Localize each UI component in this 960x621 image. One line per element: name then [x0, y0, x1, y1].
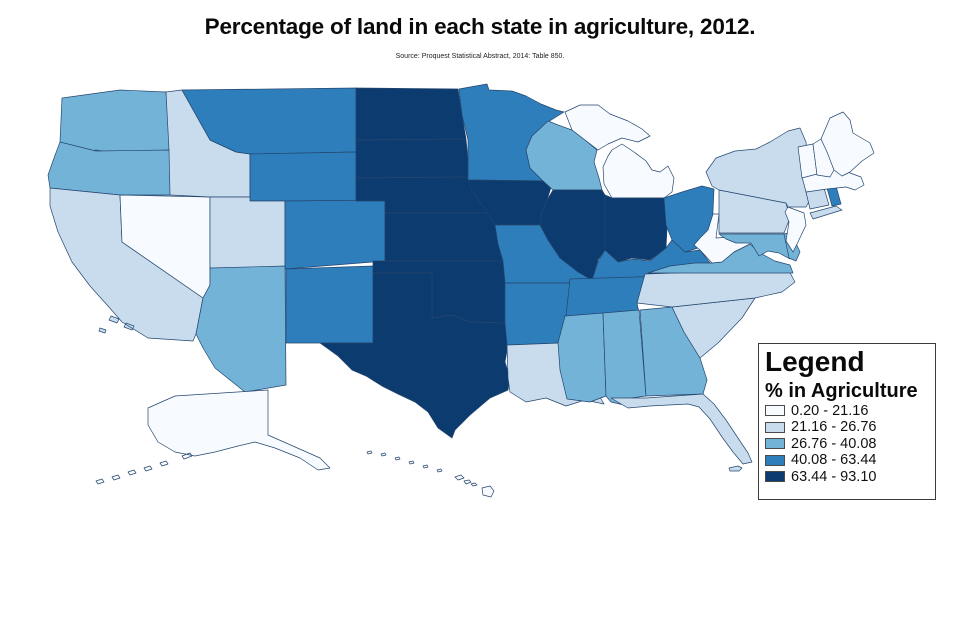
legend-swatch [765, 438, 785, 450]
state-north-carolina [636, 268, 796, 308]
state-hawaii [366, 450, 495, 498]
state-indiana [604, 194, 669, 263]
state-new-jersey [784, 206, 807, 253]
state-texas [319, 272, 511, 439]
chart-title: Percentage of land in each state in agri… [204, 14, 756, 39]
legend-subtitle: % in Agriculture [765, 380, 918, 403]
source-note: Source: Proquest Statistical Abstract, 2… [395, 53, 565, 60]
legend-label: 63.44 - 93.10 [791, 468, 877, 485]
legend-swatch [765, 421, 785, 433]
legend-item: 0.20 - 21.16 [765, 403, 929, 419]
legend-label: 21.16 - 26.76 [791, 419, 877, 436]
legend-label: 0.20 - 21.16 [791, 402, 869, 419]
state-mississippi [557, 312, 607, 403]
legend-swatch [765, 454, 785, 466]
legend-title: Legend [765, 346, 865, 377]
legend-item: 21.16 - 26.76 [765, 419, 929, 435]
state-colorado [284, 199, 386, 270]
state-michigan [564, 104, 675, 199]
state-alabama [602, 309, 647, 408]
state-california [49, 187, 204, 342]
legend-swatch [765, 471, 785, 483]
legend-items: 0.20 - 21.16 21.16 - 26.76 26.76 - 40.08 40… [765, 403, 929, 485]
state-south-dakota [355, 138, 474, 179]
state-florida [610, 393, 753, 472]
state-wyoming [249, 151, 357, 202]
legend-label: 40.08 - 63.44 [791, 452, 877, 469]
legend-item: 40.08 - 63.44 [765, 452, 929, 468]
legend-item: 63.44 - 93.10 [765, 469, 929, 485]
legend-swatch [765, 405, 785, 417]
legend-label: 26.76 - 40.08 [791, 435, 877, 452]
state-kansas [384, 212, 511, 262]
state-north-dakota [355, 87, 467, 141]
state-west-virginia [693, 213, 751, 264]
state-alaska [95, 389, 331, 485]
state-maine [820, 111, 875, 177]
legend-item: 26.76 - 40.08 [765, 436, 929, 452]
legend: Legend % in Agriculture 0.20 - 21.16 21.1… [758, 343, 936, 500]
state-new-mexico [285, 265, 374, 344]
state-utah [209, 196, 286, 270]
state-arizona [195, 265, 287, 393]
